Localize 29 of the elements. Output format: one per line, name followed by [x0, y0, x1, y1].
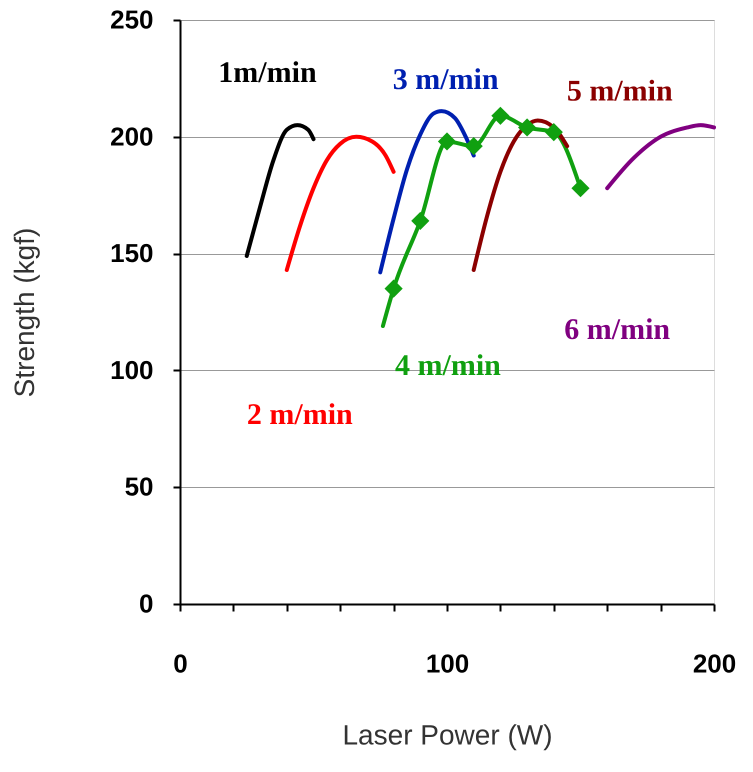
y-tick-label: 250	[110, 4, 154, 34]
series-label: 5 m/min	[566, 74, 674, 108]
series-label: 1m/min	[218, 56, 317, 90]
text: 2 m/min	[246, 398, 354, 431]
line-series	[472, 118, 570, 272]
y-tick-label: 0	[139, 588, 154, 618]
text: 6 m/min	[564, 313, 670, 346]
series-label: 4 m/min	[395, 349, 502, 382]
point	[518, 118, 536, 137]
point	[438, 132, 456, 151]
y-tick-label: 200	[110, 121, 154, 152]
y-tick-label: 150	[110, 238, 154, 268]
x-axis-title: Laser Power (W)	[342, 720, 553, 750]
point	[411, 212, 430, 230]
x-tick-label: 200	[692, 648, 736, 678]
point	[544, 123, 563, 142]
y-tick-label: 100	[110, 354, 154, 385]
x-tick-label: 100	[426, 648, 470, 678]
point	[384, 280, 403, 298]
line-series	[605, 123, 716, 190]
line-series	[244, 123, 316, 258]
point	[464, 137, 483, 156]
y-axis-title: Strength (kgf)	[9, 228, 40, 398]
series-label: 3 m/min	[392, 63, 499, 96]
point	[571, 179, 590, 198]
y-tick-label: 50	[124, 472, 154, 502]
x-tick-label: 0	[173, 648, 188, 678]
line-series	[284, 134, 396, 272]
point	[491, 106, 510, 125]
